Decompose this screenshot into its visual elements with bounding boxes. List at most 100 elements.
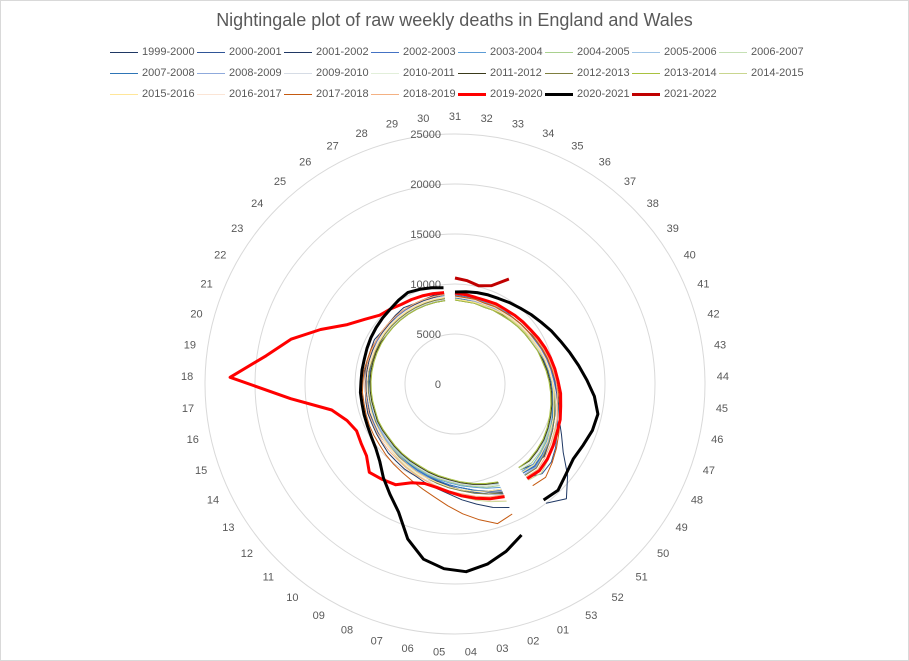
category-label: 31 bbox=[449, 111, 461, 123]
category-label: 10 bbox=[286, 592, 298, 604]
category-label: 13 bbox=[222, 522, 234, 534]
category-label: 33 bbox=[512, 118, 524, 130]
legend-swatch bbox=[458, 72, 486, 74]
category-label: 22 bbox=[214, 250, 226, 262]
legend-swatch bbox=[719, 72, 747, 74]
category-label: 07 bbox=[371, 635, 383, 647]
legend-label: 2010-2011 bbox=[403, 67, 455, 79]
legend-label: 2013-2014 bbox=[664, 67, 717, 79]
category-label: 16 bbox=[187, 434, 199, 446]
category-label: 29 bbox=[386, 118, 398, 130]
legend-item: 2013-2014 bbox=[632, 65, 717, 81]
legend-label: 2006-2007 bbox=[751, 46, 804, 58]
legend-item: 2005-2006 bbox=[632, 44, 717, 60]
legend-swatch bbox=[371, 72, 399, 74]
category-label: 32 bbox=[481, 113, 493, 125]
category-label: 24 bbox=[251, 198, 263, 210]
legend-item: 2019-2020 bbox=[458, 86, 543, 102]
legend-label: 2020-2021 bbox=[577, 88, 630, 100]
category-label: 02 bbox=[527, 635, 539, 647]
legend-label: 2002-2003 bbox=[403, 46, 456, 58]
radial-tick-label: 20000 bbox=[410, 179, 441, 191]
legend-item: 2016-2017 bbox=[197, 86, 282, 102]
category-label: 20 bbox=[190, 308, 202, 320]
category-label: 01 bbox=[557, 624, 569, 636]
legend-label: 1999-2000 bbox=[142, 46, 195, 58]
legend-label: 2001-2002 bbox=[316, 46, 369, 58]
legend-label: 2015-2016 bbox=[142, 88, 195, 100]
category-label: 47 bbox=[703, 465, 715, 477]
legend-swatch bbox=[458, 51, 486, 53]
category-label: 41 bbox=[697, 278, 709, 290]
legend-label: 2021-2022 bbox=[664, 88, 717, 100]
category-label: 37 bbox=[624, 176, 636, 188]
category-label: 18 bbox=[181, 371, 193, 383]
legend-swatch bbox=[719, 51, 747, 53]
gridline-circle bbox=[304, 233, 606, 535]
category-label: 39 bbox=[667, 223, 679, 235]
legend-swatch bbox=[197, 72, 225, 74]
category-label: 06 bbox=[401, 643, 413, 655]
radial-tick-label: 0 bbox=[435, 379, 441, 391]
category-label: 14 bbox=[207, 494, 219, 506]
legend-item: 2009-2010 bbox=[284, 65, 369, 81]
category-label: 23 bbox=[231, 223, 243, 235]
category-label: 05 bbox=[433, 647, 445, 659]
category-label: 34 bbox=[542, 128, 554, 140]
category-label: 08 bbox=[341, 624, 353, 636]
category-label: 50 bbox=[657, 548, 669, 560]
legend-label: 2018-2019 bbox=[403, 88, 456, 100]
category-label: 03 bbox=[496, 643, 508, 655]
legend-swatch bbox=[545, 72, 573, 74]
category-label: 30 bbox=[417, 113, 429, 125]
legend-item: 2010-2011 bbox=[371, 65, 455, 81]
category-label: 19 bbox=[184, 339, 196, 351]
category-label: 04 bbox=[465, 647, 477, 659]
series-lines bbox=[228, 276, 600, 574]
gridlines bbox=[204, 133, 706, 635]
category-label: 44 bbox=[717, 371, 729, 383]
category-label: 46 bbox=[711, 434, 723, 446]
category-label: 09 bbox=[313, 610, 325, 622]
legend-item: 2015-2016 bbox=[110, 86, 195, 102]
legend-item: 2020-2021 bbox=[545, 86, 630, 102]
legend-item: 2014-2015 bbox=[719, 65, 804, 81]
legend-swatch bbox=[110, 93, 138, 95]
legend-item: 2008-2009 bbox=[197, 65, 282, 81]
category-label: 52 bbox=[611, 592, 623, 604]
legend-label: 2004-2005 bbox=[577, 46, 630, 58]
legend-swatch bbox=[284, 72, 312, 74]
legend-item: 2001-2002 bbox=[284, 44, 369, 60]
category-label: 17 bbox=[182, 403, 194, 415]
series-line-2020-2021 bbox=[358, 286, 600, 574]
legend-label: 2012-2013 bbox=[577, 67, 630, 79]
category-label: 38 bbox=[647, 198, 659, 210]
legend-item: 2017-2018 bbox=[284, 86, 369, 102]
legend-label: 2014-2015 bbox=[751, 67, 804, 79]
category-label: 25 bbox=[274, 176, 286, 188]
category-label: 40 bbox=[684, 250, 696, 262]
legend-label: 2007-2008 bbox=[142, 67, 195, 79]
legend-label: 2003-2004 bbox=[490, 46, 543, 58]
legend-label: 2017-2018 bbox=[316, 88, 369, 100]
legend-swatch bbox=[632, 51, 660, 53]
category-label: 27 bbox=[326, 141, 338, 153]
category-label: 48 bbox=[691, 494, 703, 506]
legend-label: 2009-2010 bbox=[316, 67, 369, 79]
legend-item: 2006-2007 bbox=[719, 44, 804, 60]
chart-title: Nightingale plot of raw weekly deaths in… bbox=[216, 10, 693, 30]
category-label: 21 bbox=[201, 278, 213, 290]
legend-swatch bbox=[632, 72, 660, 74]
series-line-2021-2022 bbox=[454, 276, 510, 288]
legend-swatch bbox=[371, 51, 399, 53]
category-label: 35 bbox=[571, 141, 583, 153]
radial-tick-label: 15000 bbox=[410, 229, 441, 241]
category-label: 28 bbox=[356, 128, 368, 140]
legend-swatch bbox=[371, 93, 399, 95]
legend-label: 2008-2009 bbox=[229, 67, 282, 79]
category-label: 15 bbox=[195, 465, 207, 477]
legend-label: 2005-2006 bbox=[664, 46, 717, 58]
gridline-circle bbox=[404, 333, 506, 435]
category-label: 45 bbox=[716, 403, 728, 415]
